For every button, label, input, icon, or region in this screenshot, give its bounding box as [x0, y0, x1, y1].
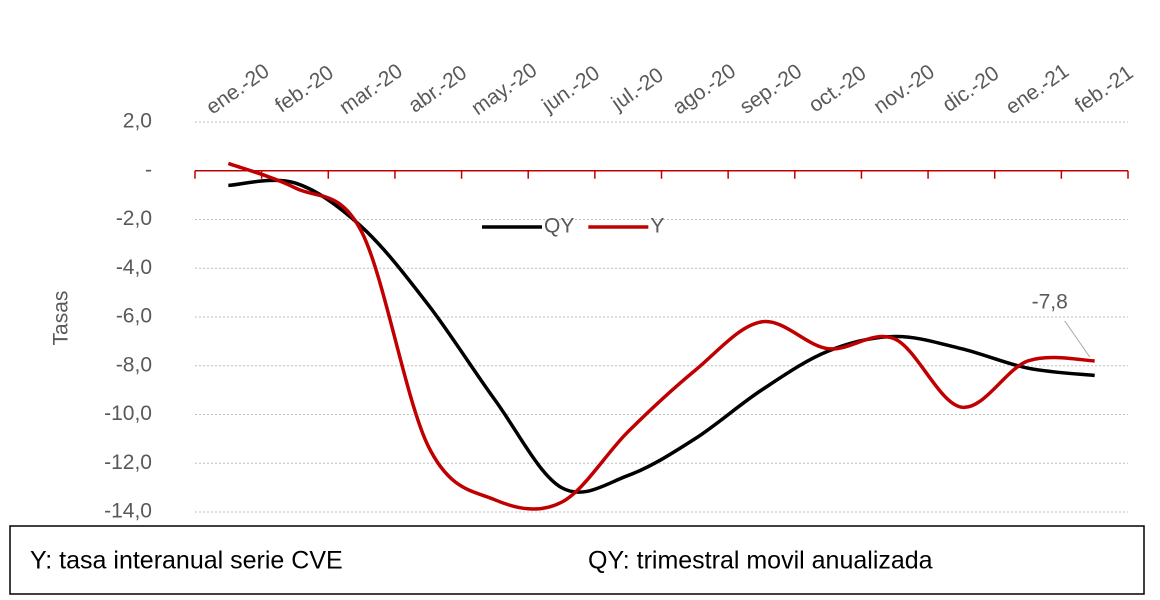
x-tick-label: mar.-20 [335, 59, 407, 119]
x-tick-label: oct.-20 [805, 61, 871, 117]
x-tick-label: abr.-20 [404, 61, 471, 117]
y-tick-label: -2,0 [116, 207, 152, 230]
note: QY: trimestral movil anualizada [588, 547, 933, 575]
note-box [9, 525, 1145, 595]
y-tick-label: -8,0 [116, 353, 152, 376]
x-tick-label: dic.-20 [938, 62, 1003, 117]
legend-label: Y [650, 215, 664, 238]
y-tick-label: -4,0 [116, 256, 152, 279]
legend-label: QY [544, 215, 574, 238]
x-tick-label: ago.-20 [669, 59, 741, 119]
x-tick-label: ene.-21 [1002, 59, 1074, 119]
y-tick-label: 2,0 [123, 110, 152, 133]
y-tick-label: -12,0 [104, 451, 152, 474]
y-axis-label: Tasas [50, 291, 73, 346]
y-tick-label: -14,0 [104, 500, 152, 523]
note: Y: tasa interanual serie CVE [30, 547, 343, 575]
x-tick-label: jun.-20 [537, 61, 604, 117]
y-tick-label: -6,0 [116, 305, 152, 328]
x-tick-label: ene.-20 [202, 59, 274, 119]
x-tick-label: may.-20 [467, 58, 541, 119]
x-tick-label: feb.-21 [1071, 61, 1138, 117]
y-tick-label: -10,0 [104, 402, 152, 425]
line-series [227, 161, 1095, 511]
leader-line [1064, 320, 1091, 358]
x-tick-label: feb.-20 [271, 61, 338, 117]
data-label: -7,8 [1032, 290, 1068, 313]
x-tick-label: nov.-20 [870, 60, 939, 118]
y-tick-label: - [145, 158, 152, 181]
x-tick-label: sep.-20 [736, 60, 807, 119]
line-series [228, 178, 1095, 494]
x-tick-label: jul.-20 [607, 63, 668, 115]
